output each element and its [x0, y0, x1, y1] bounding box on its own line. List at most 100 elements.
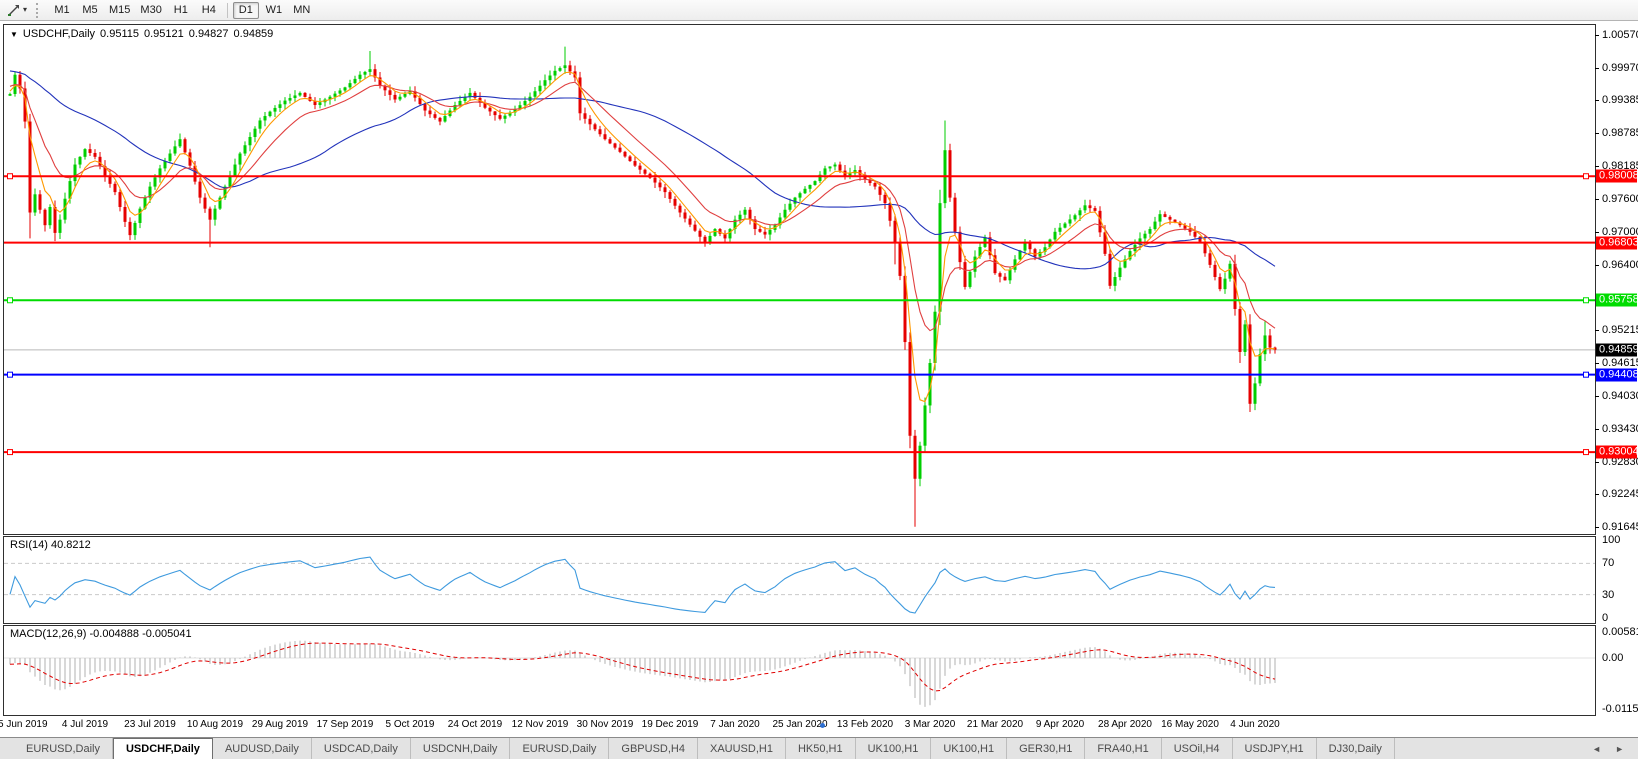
price-axis-label[interactable]: 0.92830: [1602, 455, 1638, 468]
chart-tab-gbpusd-h4[interactable]: GBPUSD,H4: [609, 738, 698, 759]
date-axis-label[interactable]: 21 Mar 2020: [966, 719, 1024, 730]
price-axis-label[interactable]: 0.97600: [1602, 192, 1638, 205]
hline-0.94408[interactable]: [4, 371, 1595, 378]
rsi-scale-label[interactable]: 70: [1602, 557, 1615, 570]
date-axis-label[interactable]: 4 Jun 2020: [1230, 719, 1280, 730]
date-axis-label[interactable]: 19 Dec 2019: [641, 719, 699, 730]
date-axis-label[interactable]: 17 Sep 2019: [316, 719, 374, 730]
timeframe-button-w1[interactable]: W1: [265, 4, 283, 16]
quote-open: 0.95115: [100, 28, 139, 40]
date-axis-label[interactable]: 15 Jun 2019: [0, 719, 48, 730]
price-axis-label[interactable]: 0.91645: [1602, 520, 1638, 533]
timeframe-buttons: M1 M5 M15 M30 H1 H4 D1 W1 MN: [48, 1, 316, 19]
date-axis-label[interactable]: 4 Jul 2019: [61, 719, 109, 730]
chart-tab-usdchf-daily[interactable]: USDCHF,Daily: [112, 738, 213, 759]
tabs-scroll-right-icon[interactable]: ►: [1615, 743, 1624, 754]
price-axis-label[interactable]: 0.94615: [1602, 357, 1638, 370]
price-chip-0.96803[interactable]: 0.96803: [1596, 236, 1638, 250]
date-axis-label[interactable]: 16 May 2020: [1161, 719, 1219, 730]
chart-tab-eurusd-daily[interactable]: EURUSD,Daily: [14, 738, 113, 759]
date-axis-label[interactable]: 28 Apr 2020: [1098, 719, 1152, 730]
timeframe-button-d1[interactable]: D1: [232, 1, 259, 19]
price-chip-0.98008[interactable]: 0.98008: [1596, 169, 1638, 183]
tabs-scroll-left-icon[interactable]: ◄: [1592, 743, 1602, 754]
chart-tab-usoil-h4[interactable]: USOil,H4: [1162, 738, 1233, 759]
date-axis-label[interactable]: 12 Nov 2019: [511, 719, 569, 730]
date-axis-label[interactable]: 13 Feb 2020: [836, 719, 894, 730]
chart-tab-xauusd-h1[interactable]: XAUUSD,H1: [698, 738, 786, 759]
price-axis-label[interactable]: 1.00570: [1602, 29, 1638, 41]
date-axis-label[interactable]: 5 Oct 2019: [385, 719, 435, 730]
rsi-chart[interactable]: [4, 537, 1595, 623]
price-axis-label[interactable]: 0.96400: [1602, 258, 1638, 271]
chart-tab-dj30-daily[interactable]: DJ30,Daily: [1317, 738, 1395, 759]
date-axis-label[interactable]: 3 Mar 2020: [904, 719, 956, 730]
macd-scale-label[interactable]: 0.005818: [1602, 625, 1638, 638]
date-axis-label[interactable]: 25 Jan 2020: [772, 719, 828, 730]
chart-tab-ger30-h1[interactable]: GER30,H1: [1007, 738, 1086, 759]
price-chip-0.93004[interactable]: 0.93004: [1596, 445, 1638, 459]
hline-0.95758[interactable]: [4, 297, 1595, 304]
drawing-tool-button[interactable]: ▾: [3, 2, 31, 18]
price-chip-0.95758[interactable]: 0.95758: [1596, 293, 1638, 307]
price-chart-panel[interactable]: ▼ USDCHF,Daily 0.95115 0.95121 0.94827 0…: [3, 24, 1596, 535]
date-axis-label[interactable]: 10 Aug 2019: [186, 719, 244, 730]
price-axis-label[interactable]: 0.98185: [1602, 160, 1638, 173]
rsi-scale-label[interactable]: 30: [1602, 588, 1615, 601]
chart-tab-eurusd-daily[interactable]: EURUSD,Daily: [510, 738, 610, 759]
macd-panel[interactable]: MACD(12,26,9) -0.004888 -0.005041: [3, 625, 1596, 716]
price-axis-label[interactable]: 0.94030: [1602, 389, 1638, 402]
chart-tab-bar: EURUSD,Daily USDCHF,Daily AUDUSD,Daily USDC…: [0, 737, 1638, 759]
date-axis-label[interactable]: 24 Oct 2019: [447, 719, 503, 730]
chart-title: ▼ USDCHF,Daily 0.95115 0.95121 0.94827 0…: [10, 28, 273, 40]
chart-symbol: USDCHF,Daily: [22, 28, 96, 40]
timeframe-button-m30[interactable]: M30: [140, 4, 162, 16]
date-axis-label[interactable]: 30 Nov 2019: [576, 719, 634, 730]
tab-spacer: [0, 738, 14, 759]
timeframe-button-m15[interactable]: M15: [109, 4, 131, 16]
hline-0.93004[interactable]: [4, 449, 1595, 456]
macd-chart[interactable]: [4, 626, 1595, 715]
chart-collapse-icon[interactable]: ▼: [10, 29, 18, 39]
chart-tab-usdcad-daily[interactable]: USDCAD,Daily: [312, 738, 411, 759]
date-axis-label[interactable]: 29 Aug 2019: [251, 719, 309, 730]
rsi-value: 40.8212: [50, 539, 91, 551]
timeframe-toolbar: ▾ M1 M5 M15 M30 H1 H4 D1 W1 MN: [0, 0, 1638, 21]
dropdown-caret-icon[interactable]: ▾: [23, 5, 28, 14]
price-axis-label[interactable]: 0.97000: [1602, 225, 1638, 238]
price-axis-label[interactable]: 0.93430: [1602, 422, 1638, 435]
price-axis-label[interactable]: 0.92245: [1602, 487, 1638, 500]
timeframe-button-mn[interactable]: MN: [293, 4, 311, 16]
rsi-scale-label[interactable]: 100: [1602, 534, 1621, 546]
price-axis-label[interactable]: 0.95215: [1602, 324, 1638, 337]
chart-tab-hk50-h1[interactable]: HK50,H1: [786, 738, 856, 759]
rsi-panel[interactable]: RSI(14) 40.8212: [3, 536, 1596, 624]
chart-tab-uk100-h1[interactable]: UK100,H1: [856, 738, 932, 759]
chart-tab-audusd-daily[interactable]: AUDUSD,Daily: [213, 738, 312, 759]
toolbar-grip[interactable]: [36, 2, 43, 18]
date-axis-label[interactable]: 9 Apr 2020: [1035, 719, 1085, 730]
macd-scale-label[interactable]: -0.011514: [1602, 703, 1638, 716]
chart-tab-uk100-h1[interactable]: UK100,H1: [931, 738, 1008, 759]
chart-tab-usdjpy-h1[interactable]: USDJPY,H1: [1233, 738, 1317, 759]
rsi-scale-label[interactable]: 0: [1602, 612, 1609, 624]
chart-tab-fra40-h1[interactable]: FRA40,H1: [1085, 738, 1162, 759]
price-axis-label[interactable]: 0.99385: [1602, 94, 1638, 107]
timeframe-button-m1[interactable]: M1: [54, 4, 70, 16]
price-axis-label[interactable]: 0.98785: [1602, 127, 1638, 140]
chart-tab-usdcnh-daily[interactable]: USDCNH,Daily: [411, 738, 511, 759]
timeframe-button-h1[interactable]: H1: [173, 4, 188, 16]
macd-scale-label[interactable]: 0.00: [1602, 652, 1624, 664]
candles: [8, 46, 1277, 527]
date-axis-label[interactable]: 23 Jul 2019: [124, 719, 176, 730]
macd-main-value: -0.004888: [89, 628, 140, 640]
hline-0.98008[interactable]: [4, 173, 1595, 180]
candlestick-chart[interactable]: [4, 25, 1595, 534]
rsi-label: RSI(14) 40.8212: [10, 539, 91, 551]
timeframe-button-h4[interactable]: H4: [201, 4, 216, 16]
timeframe-button-m5[interactable]: M5: [82, 4, 98, 16]
price-axis-label[interactable]: 0.99970: [1602, 62, 1638, 75]
date-axis-label[interactable]: 7 Jan 2020: [710, 719, 760, 730]
price-chip-0.94408[interactable]: 0.94408: [1596, 368, 1638, 382]
object-anchor-dot: [820, 723, 825, 728]
